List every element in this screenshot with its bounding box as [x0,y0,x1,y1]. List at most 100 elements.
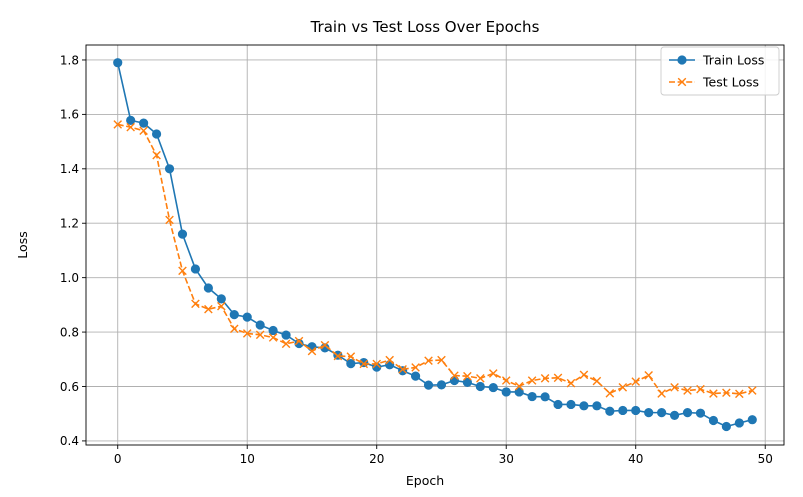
test-loss-point [488,369,498,378]
chart-title: Train vs Test Loss Over Epochs [310,18,540,36]
train-loss-point [164,164,175,174]
train-loss-point [708,415,719,426]
x-mark-stroke [709,389,718,398]
legend-swatch-marker [677,77,687,87]
legend-item-train-loss: Train Loss [669,52,764,67]
train-loss-point [203,283,213,293]
x-mark-stroke [113,120,123,129]
test-loss-point [631,377,641,386]
x-mark-stroke [346,352,356,361]
train-loss-point [605,406,615,416]
train-loss-point [618,405,628,416]
x-mark-stroke [677,77,687,87]
x-mark-stroke [139,126,148,136]
test-loss-point [242,329,252,338]
test-loss-point [722,388,731,398]
test-loss-point [398,365,407,374]
test-loss-point [359,359,369,369]
train-loss-point [475,381,485,392]
x-mark-stroke [411,363,420,372]
legend-frame [660,46,780,96]
x-mark-stroke [605,389,615,398]
test-loss-point [657,389,666,398]
x-mark-stroke [450,371,459,380]
train-loss-point [566,399,576,410]
y-tick-label: 1.8 [60,53,79,67]
train-loss-point [346,359,356,369]
x-mark-stroke [372,359,382,369]
x-mark-stroke [242,329,252,338]
x-mark-stroke [424,356,433,365]
y-tick-label: 1.2 [60,217,79,231]
train-loss-point [113,58,123,68]
test-loss-point [191,299,200,309]
x-mark-stroke [320,340,330,350]
x-mark-stroke [191,299,200,309]
test-loss-point [113,120,123,129]
tick-layer: 0 10 20 30 40 50 0.4 0.6 0.8 1.0 1.2 1.4 1.6 1.8 [60,53,773,466]
x-mark-stroke [553,373,563,383]
x-mark-stroke [268,333,278,342]
x-mark-stroke [501,376,511,385]
x-mark-stroke [294,336,304,346]
x-mark-stroke [463,371,472,381]
x-mark-stroke [307,346,317,356]
test-loss-point [683,386,692,395]
test-loss-point [385,355,394,365]
test-loss-line [117,123,753,395]
x-mark-stroke [540,374,550,383]
train-loss-point [423,380,434,390]
train-loss-point [734,418,744,428]
x-mark-stroke [126,122,135,132]
x-tick-label: 30 [499,452,514,466]
train-loss-point [747,415,757,425]
legend: Train Loss Test Loss [660,46,780,96]
train-loss-point [436,380,447,390]
legend-swatch-marker [677,55,687,65]
legend-label: Train Loss [702,52,764,67]
x-mark-stroke [333,351,343,361]
train-loss-point [410,371,421,381]
x-mark-stroke [592,376,602,386]
train-loss-point [682,408,693,418]
x-mark-stroke [217,301,226,311]
test-loss-point [463,371,472,381]
x-mark-stroke [566,378,576,388]
test-loss-markers [113,120,757,399]
test-loss-point [281,339,291,349]
train-loss-point [631,405,641,416]
legend-label: Test Loss [702,74,759,89]
train-loss-point [553,399,563,410]
x-mark-stroke [204,304,213,314]
y-tick-label: 1.0 [60,271,79,285]
train-loss-point [540,392,550,402]
test-loss-point [644,371,653,380]
x-mark-stroke [670,383,679,392]
test-loss-point [476,374,485,383]
train-loss-point [501,387,511,397]
test-loss-point [450,371,459,380]
x-mark-stroke [398,365,407,374]
test-loss-point [424,356,433,365]
test-loss-point [126,122,135,132]
test-loss-point [527,376,537,385]
test-loss-point [437,355,446,365]
legend-item-test-loss: Test Loss [669,74,759,89]
train-loss-point [190,264,201,274]
x-mark-stroke [281,339,291,349]
test-loss-point [501,376,511,385]
test-loss-point [566,378,576,388]
y-tick-label: 0.4 [60,434,79,448]
x-mark-stroke [152,150,161,160]
y-tick-label: 0.6 [60,380,79,394]
train-loss-point [721,421,731,432]
test-loss-point [139,126,148,136]
test-loss-point [346,352,356,361]
test-loss-point [670,383,679,392]
train-loss-point [462,377,472,388]
test-loss-point [514,381,524,391]
test-loss-point [735,389,744,399]
x-mark-stroke [165,215,174,225]
train-loss-point [488,382,498,393]
